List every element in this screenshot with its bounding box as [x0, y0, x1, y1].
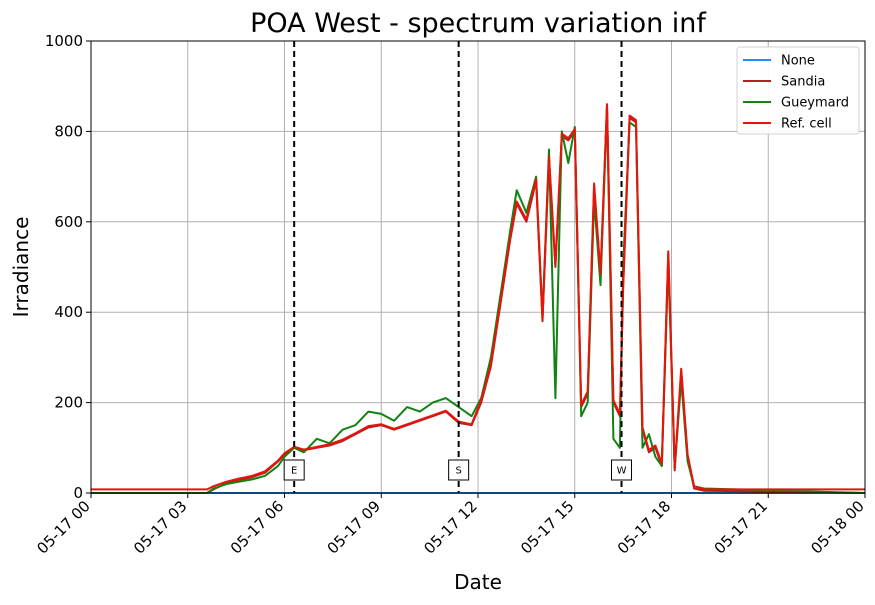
x-tick-label: 05-17 09 — [324, 497, 384, 557]
x-tick-label: 05-17 21 — [711, 497, 771, 557]
y-tick-label: 200 — [54, 394, 83, 412]
marker-label: E — [291, 466, 297, 477]
series-line-ref-cell — [91, 103, 865, 491]
marker-box — [283, 459, 305, 481]
marker-label: S — [455, 466, 461, 477]
x-tick-label: 05-17 18 — [614, 497, 674, 557]
x-tick-label: 05-17 06 — [227, 497, 287, 557]
y-tick-label: 0 — [73, 484, 83, 502]
x-tick-label: 05-17 03 — [130, 497, 190, 557]
marker-box — [611, 459, 633, 481]
legend-label: Sandia — [781, 75, 825, 90]
y-tick-label: 1000 — [45, 32, 83, 50]
x-tick-label: 05-17 00 — [33, 497, 93, 557]
y-tick-label: 400 — [54, 303, 83, 321]
legend-label: None — [781, 54, 815, 69]
marker-label: W — [617, 466, 627, 477]
legend-label: Ref. cell — [781, 117, 832, 132]
y-tick-label: 800 — [54, 122, 83, 140]
legend-label: Gueymard — [781, 96, 849, 111]
x-axis-label: Date — [454, 570, 502, 594]
y-axis-label: Irradiance — [9, 217, 33, 318]
chart-title: POA West - spectrum variation inf — [250, 8, 707, 39]
y-tick-label: 600 — [54, 213, 83, 231]
legend-box — [736, 46, 860, 135]
x-axis-ticks: 05-17 00 05-17 03 05-17 06 05-17 09 05-17 12… — [33, 493, 868, 558]
x-tick-label: 05-17 15 — [517, 497, 577, 557]
x-tick-label: 05-18 00 — [807, 497, 867, 557]
legend: None Sandia Gueymard Ref. cell — [736, 46, 860, 135]
marker-box — [448, 459, 470, 481]
y-axis-ticks: 0 200 400 600 800 1000 — [45, 32, 91, 502]
x-tick-label: 05-17 12 — [420, 497, 480, 557]
